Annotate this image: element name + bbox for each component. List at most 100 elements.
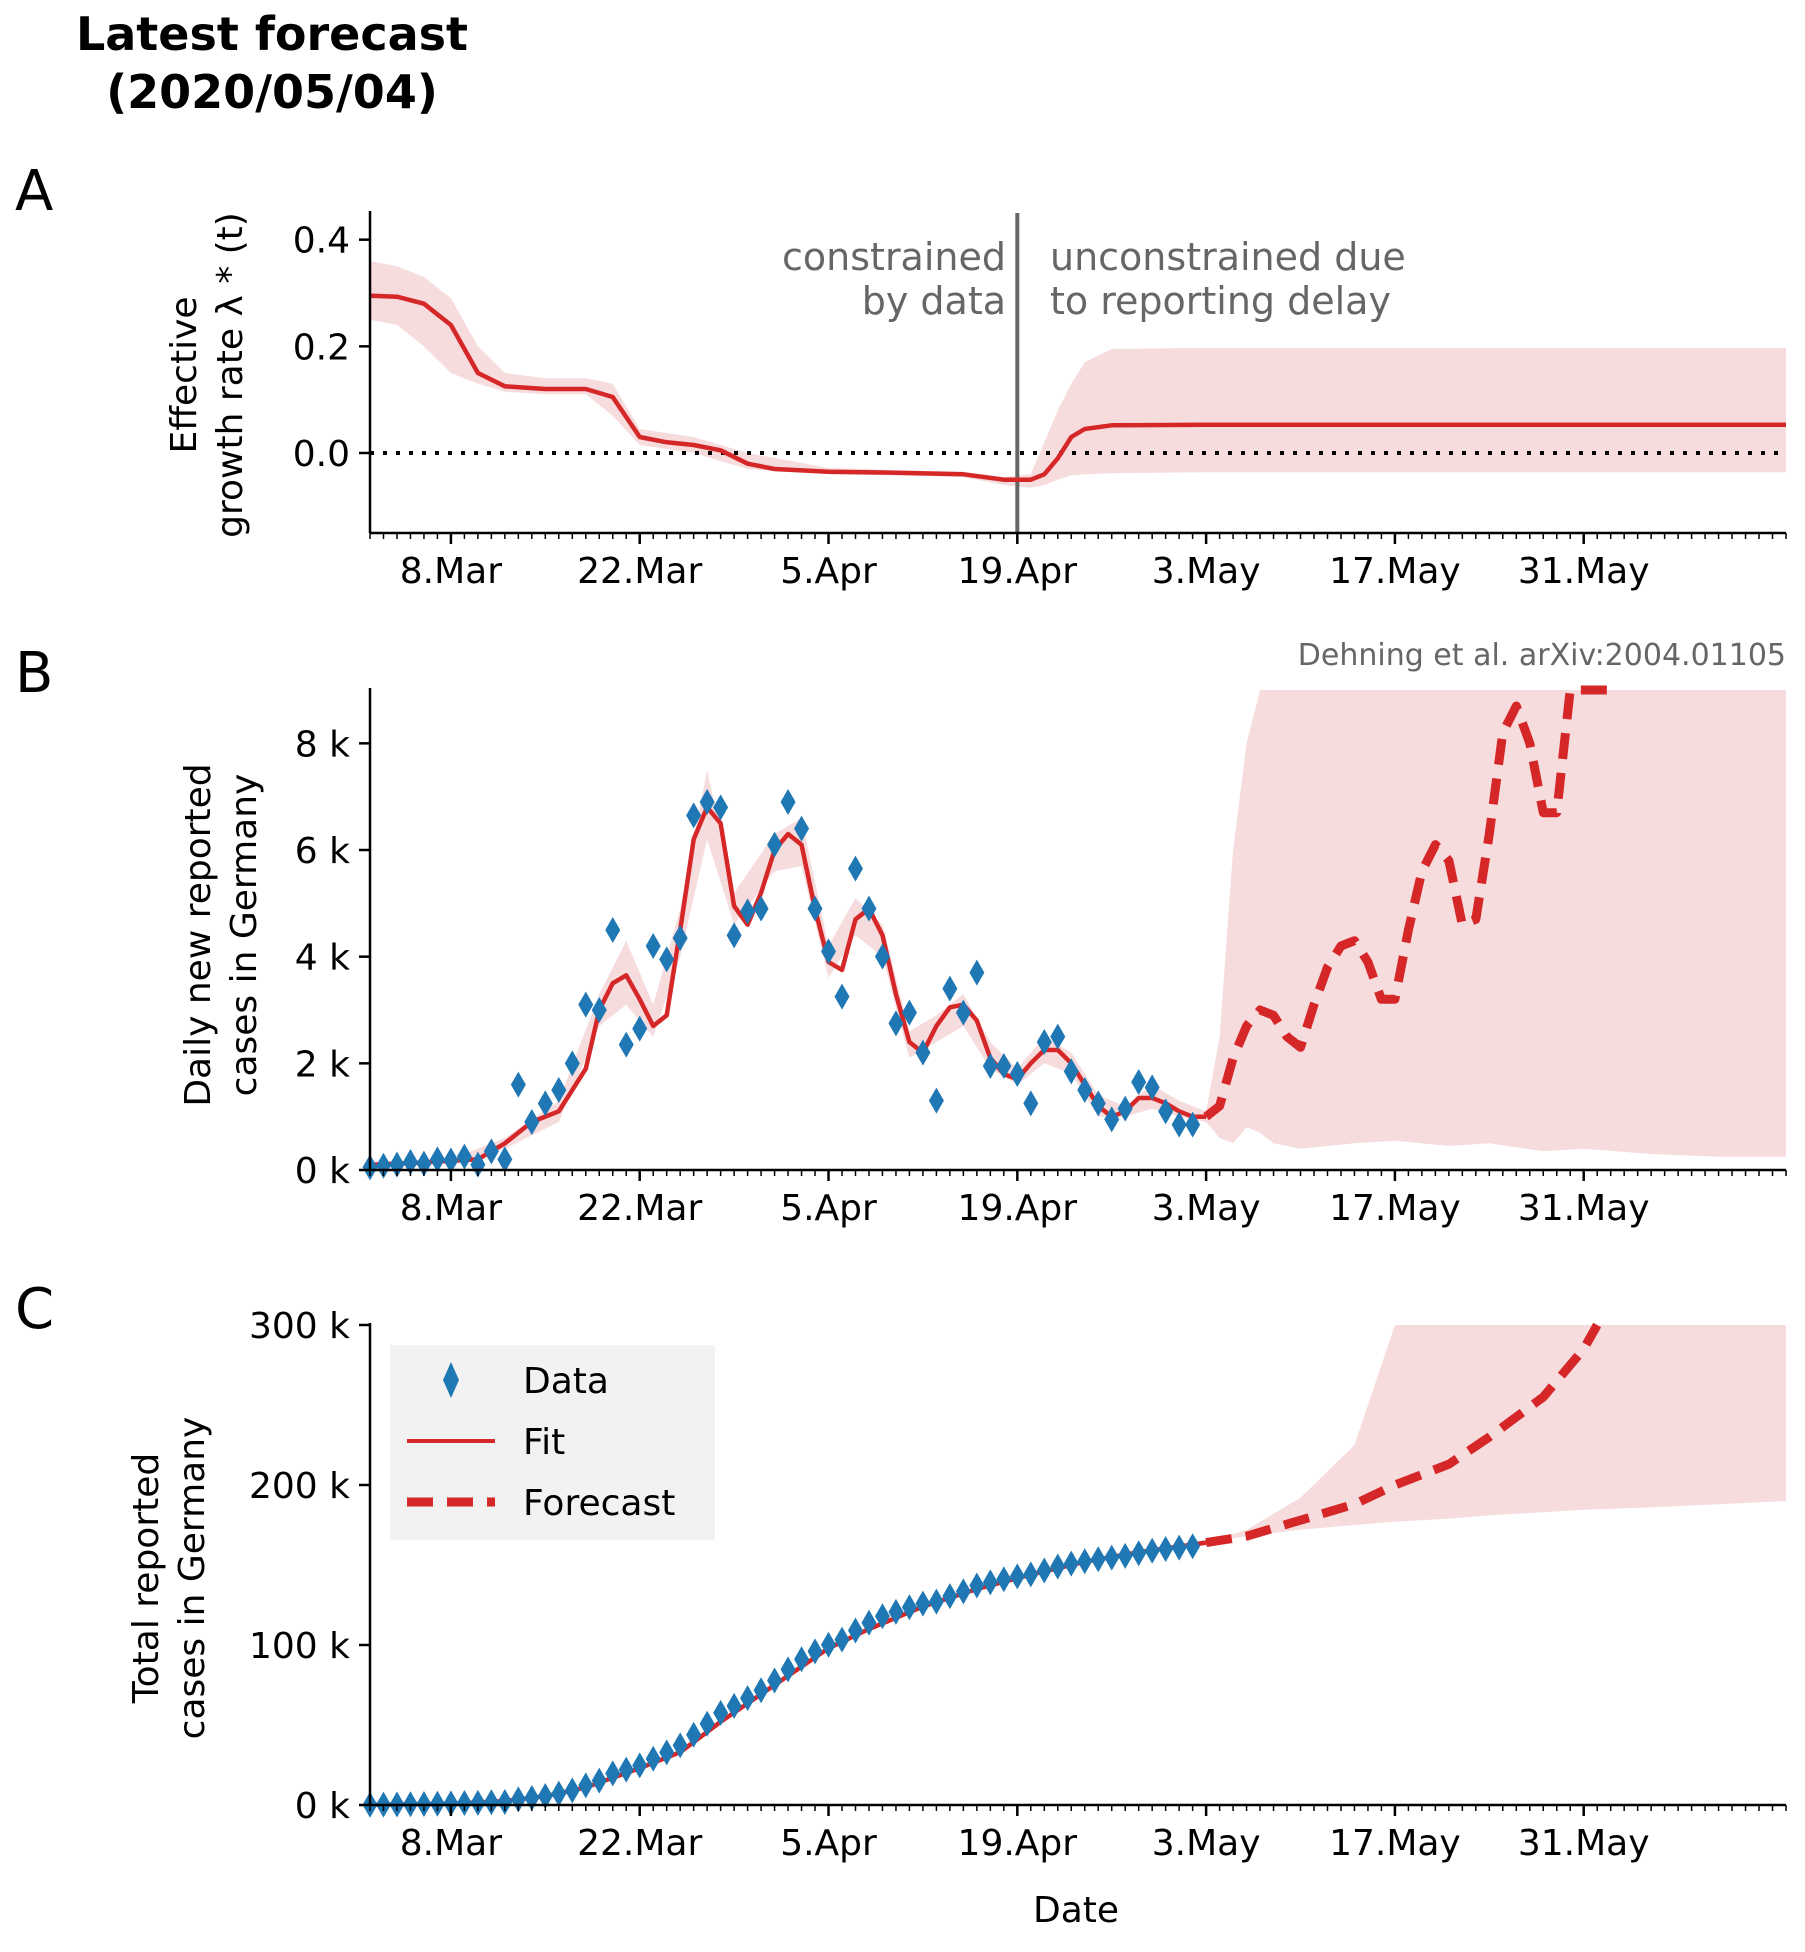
panel-b-data-point [1117,1095,1133,1122]
x-tick-label: 19.Apr [958,1823,1078,1864]
panel-c-data-point [605,1760,621,1787]
panel-b-uncertainty-band [370,690,1786,1166]
panel-c-data-point [942,1583,958,1610]
panel-b-data-point [713,794,729,821]
panel-c-data-point [618,1756,634,1783]
legend-fit-label: Fit [523,1422,565,1463]
panel-b-data-point [1077,1077,1093,1103]
figure-title-line2: (2020/05/04) [106,65,438,119]
panel-c-forecast-line [1205,1322,1602,1548]
legend-forecast-label: Forecast [523,1483,675,1524]
panel-c-data-point [659,1739,675,1766]
x-tick-label: 22.Mar [577,1188,702,1229]
panel-b-data-point [591,997,607,1023]
panel-b-data-point [672,925,688,951]
panel-letter-a: A [15,159,53,224]
panel-b-data-point [821,938,837,965]
y-tick-label: 200 k [249,1466,350,1507]
panel-c-data-point [794,1646,810,1673]
panel-b-data-point [901,999,917,1026]
panel-c-data-point [551,1780,567,1807]
panel-c-data-point [645,1745,661,1772]
panel-b-data-point [632,1015,648,1042]
panel-c-data-point [537,1782,553,1809]
panel-letter-c: C [15,1277,54,1342]
panel-b-band-layer [370,690,1786,1166]
panel-b-data-point [861,895,877,922]
panel-b-data-point [429,1146,445,1173]
panel-c-data-point [564,1777,580,1804]
panel-c-uncertainty-band [1206,1325,1786,1543]
panel-b-data-point [1158,1098,1174,1125]
y-tick-label: 0.0 [293,434,350,475]
x-tick-label: 5.Apr [780,1823,877,1864]
x-tick-label: 31.May [1518,551,1650,592]
panel-b-data-point [726,922,742,949]
panel-a-fit-layer [369,293,1786,482]
panel-c-data-point [1171,1534,1187,1561]
panel-c-data-point [1036,1557,1052,1584]
panel-c-data-point [861,1609,877,1636]
panel-b-xticks: 8.Mar 22.Mar 5.Apr 19.Apr 3.May 17.May 31.May [369,1170,1787,1229]
x-tick-label: 8.Mar [400,1823,502,1864]
panel-b-data-point [928,1087,944,1114]
panel-c-data-point [591,1767,607,1794]
panel-b-data-point [1023,1090,1039,1117]
panel-b-data-point [874,943,890,970]
panel-b-data-point [1090,1090,1106,1117]
panel-b-forecast-line [1203,685,1611,1121]
panel-c-data-point [1090,1546,1106,1573]
panel-b-data-point [753,895,769,922]
panel-b-data-point [955,999,971,1026]
panel-c-data-point [470,1789,486,1816]
panel-b-data-point [510,1071,526,1098]
panel-b: 8.Mar 22.Mar 5.Apr 19.Apr 3.May 17.May 31.May … [178,685,1787,1229]
x-tick-label: 8.Mar [400,551,502,592]
panel-b-data-point [767,831,783,858]
x-tick-label: 3.May [1152,551,1261,592]
panel-c-data-point [780,1656,796,1683]
panel-b-data-point [794,815,810,842]
panel-b-ylabel-line1: Daily new reported [178,763,219,1106]
y-tick-label: 4 k [295,938,350,979]
panel-c-data-point [996,1566,1012,1593]
panel-c-data-point [1158,1535,1174,1562]
legend: Data Fit Forecast [390,1345,715,1540]
panel-c-data-point [915,1590,931,1617]
panel-c-ylabel-line1: Total reported [126,1453,167,1704]
panel-b-forecast-layer [1203,685,1611,1121]
panel-c-data-point [982,1569,998,1596]
x-tick-label: 19.Apr [958,1188,1078,1229]
panel-b-data-point [456,1143,472,1170]
panel-b-data-point [1050,1023,1066,1050]
panel-b-data-point [834,983,850,1010]
panel-b-yticks: 0 k 2 k 4 k 6 k 8 k [295,724,370,1192]
panel-b-ylabel-line2: cases in Germany [224,774,265,1097]
panel-c-data-point [928,1588,944,1615]
panel-c-data-point [874,1603,890,1630]
x-tick-label: 31.May [1518,1823,1650,1864]
x-tick-label: 5.Apr [780,1188,877,1229]
panel-b-data-point [618,1031,634,1058]
credit-text: Dehning et al. arXiv:2004.01105 [1298,638,1786,673]
panel-b-data-point [888,1010,904,1037]
panel-b-data-point [497,1146,513,1173]
panel-b-data-point [564,1050,580,1077]
panel-c-data-point [888,1598,904,1625]
panel-b-data-point [686,802,702,829]
x-tick-label: 8.Mar [400,1188,502,1229]
panel-a-ylabel-line2: growth rate λ * (t) [210,212,251,538]
panel-c-data-point [955,1578,971,1605]
panel-c: 8.Mar 22.Mar 5.Apr 19.Apr 3.May 17.May 31.May … [126,1306,1787,1931]
panel-c-data-point [1104,1544,1120,1571]
panel-a-axes [368,211,1786,535]
panel-c-data-point [1077,1548,1093,1575]
panel-b-data-point [524,1109,540,1135]
x-axis-label: Date [1033,1890,1119,1931]
panel-a-uncertainty-band [370,261,1786,488]
panel-b-data-point [780,789,796,815]
panel-letter-b: B [15,641,53,706]
panel-c-data-point [726,1692,742,1719]
panel-b-data-point [699,789,715,815]
